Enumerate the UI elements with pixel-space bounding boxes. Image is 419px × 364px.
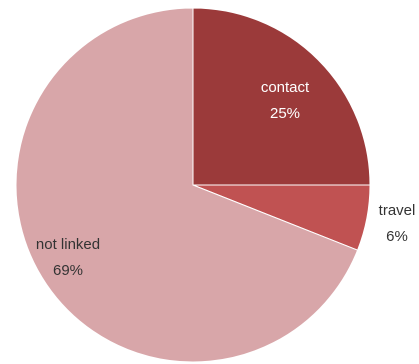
pie-slices	[15, 7, 371, 363]
pie-labels: contact 25% travel 6% not linked 69%	[36, 79, 415, 279]
pie-slice-contact	[192, 7, 371, 186]
slice-label-not-linked: not linked	[36, 236, 100, 253]
pie-slice-not-linked	[15, 7, 359, 363]
slice-value-not-linked: 69%	[53, 262, 83, 279]
slice-label-contact: contact	[261, 79, 310, 96]
slice-label-travel: travel	[379, 202, 416, 219]
slice-value-contact: 25%	[270, 105, 300, 122]
slice-value-travel: 6%	[386, 228, 408, 245]
